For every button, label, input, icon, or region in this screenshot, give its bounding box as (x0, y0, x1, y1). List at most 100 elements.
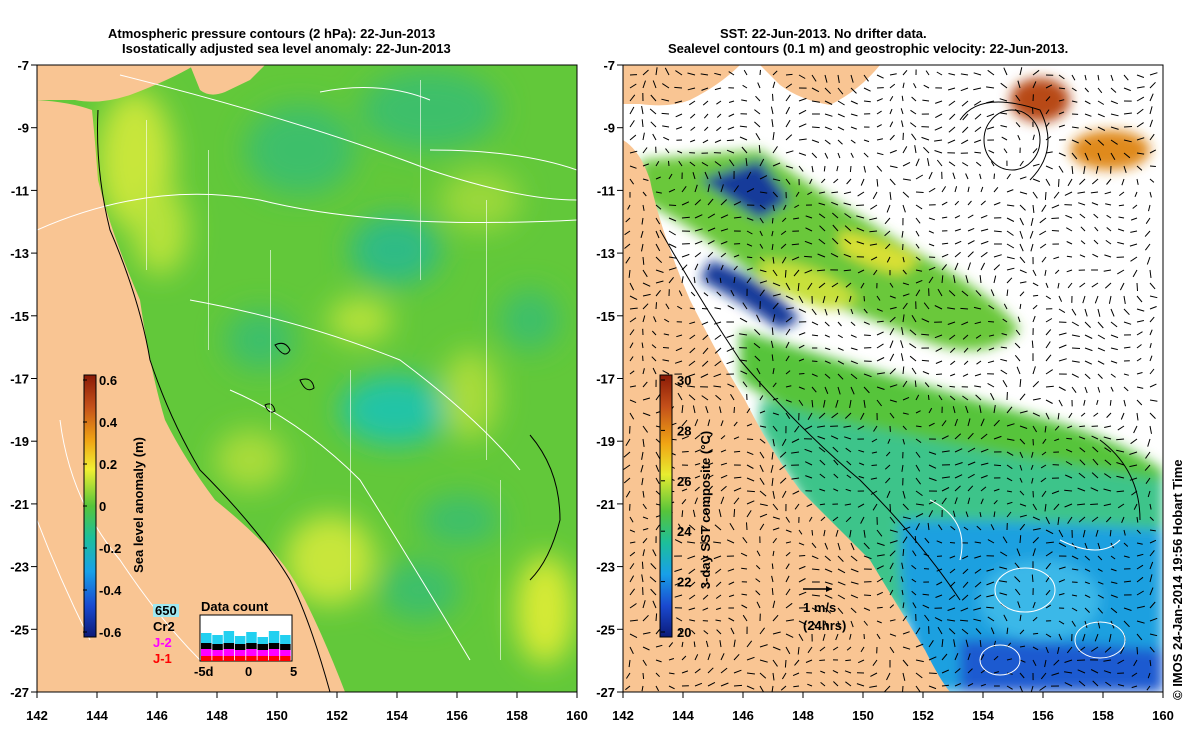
velocity-arrow (1136, 165, 1143, 171)
velocity-arrow (937, 524, 943, 531)
velocity-arrow (961, 290, 969, 297)
velocity-arrow (832, 446, 839, 453)
velocity-arrow (707, 419, 711, 427)
velocity-arrow (965, 275, 969, 284)
velocity-arrow (975, 161, 982, 167)
velocity-arrow (733, 653, 740, 661)
velocity-arrow (1094, 295, 1099, 304)
velocity-arrow (824, 113, 833, 117)
velocity-arrow (742, 381, 748, 388)
velocity-arrow (953, 275, 956, 284)
velocity-arrow (759, 289, 765, 297)
velocity-arrow (1019, 243, 1024, 252)
velocity-arrow (846, 460, 852, 466)
velocity-arrow (1019, 614, 1022, 622)
velocity-arrow (811, 126, 820, 129)
velocity-arrow (889, 295, 896, 299)
velocity-arrow (902, 631, 910, 635)
velocity-arrow (1108, 295, 1112, 304)
velocity-arrow (678, 290, 683, 297)
velocity-arrow (707, 264, 711, 271)
velocity-arrow (824, 308, 828, 316)
velocity-arrow (807, 683, 813, 687)
velocity-arrow (818, 412, 826, 419)
velocity-arrow (961, 321, 969, 326)
velocity-arrow (850, 620, 854, 628)
velocity-arrow (902, 412, 909, 415)
velocity-arrow (876, 577, 884, 583)
velocity-arrow (811, 165, 814, 173)
velocity-arrow (935, 113, 943, 119)
legend-item-cr2: Cr2 (153, 619, 175, 634)
velocity-arrow (837, 581, 846, 586)
velocity-arrow (1045, 318, 1053, 323)
velocity-arrow (702, 334, 709, 341)
velocity-arrow (902, 293, 910, 297)
velocity-arrow (935, 347, 943, 352)
velocity-arrow (850, 74, 854, 83)
axis-ticks: 142 144 146 148 150 152 154 156 158 160-7-9-11-13… (10, 58, 1174, 723)
velocity-arrow (772, 503, 779, 511)
velocity-arrow (901, 327, 904, 336)
velocity-arrow (759, 217, 764, 224)
velocity-arrow (961, 100, 969, 107)
velocity-arrow (941, 653, 948, 661)
velocity-arrow (884, 217, 891, 225)
velocity-arrow (928, 685, 937, 690)
velocity-arrow (949, 385, 956, 388)
velocity-arrow (1104, 282, 1112, 289)
velocity-arrow (662, 370, 670, 375)
velocity-arrow (872, 191, 878, 200)
velocity-arrow (962, 113, 969, 121)
velocity-arrow (720, 184, 724, 193)
velocity-arrow (850, 555, 858, 562)
velocity-arrow (935, 100, 943, 104)
velocity-arrow (811, 568, 820, 571)
velocity-arrow (771, 230, 774, 237)
velocity-arrow (857, 659, 865, 664)
velocity-arrow (674, 383, 683, 388)
velocity-arrow (962, 373, 969, 377)
velocity-arrow (1058, 332, 1067, 336)
velocity-arrow (1032, 269, 1037, 277)
velocity-arrow (785, 646, 791, 655)
velocity-arrow (687, 541, 696, 544)
velocity-arrow (818, 282, 826, 289)
velocity-arrow (863, 607, 871, 611)
velocity-arrow (629, 412, 635, 420)
velocity-arrow (915, 191, 924, 193)
velocity-arrow (856, 227, 865, 232)
velocity-arrow (863, 373, 872, 378)
velocity-arrow (923, 302, 930, 310)
velocity-arrow (781, 217, 787, 223)
velocity-arrow (1136, 282, 1138, 292)
velocity-arrow (1032, 81, 1037, 89)
velocity-arrow (1071, 620, 1076, 627)
velocity-arrow (1110, 360, 1118, 364)
velocity-arrow (772, 93, 774, 102)
velocity-arrow (1080, 240, 1086, 245)
velocity-arrow (844, 503, 852, 506)
velocity-arrow (759, 256, 765, 262)
velocity-arrow (651, 344, 657, 349)
velocity-arrow (798, 386, 805, 390)
velocity-arrow (772, 191, 778, 198)
velocity-arrow (1057, 646, 1060, 655)
velocity-arrow (694, 252, 702, 258)
velocity-arrow (743, 69, 748, 76)
velocity-arrow (820, 516, 826, 522)
velocity-arrow (885, 451, 891, 457)
velocity-arrow (973, 306, 982, 310)
velocity-arrow (715, 568, 722, 574)
velocity-arrow (759, 627, 766, 635)
velocity-arrow (668, 230, 676, 236)
velocity-arrow (785, 619, 794, 622)
velocity-arrow (629, 120, 635, 128)
velocity-arrow (771, 563, 774, 570)
velocity-arrow (1082, 633, 1086, 642)
velocity-arrow (629, 385, 636, 388)
velocity-arrow (915, 174, 924, 180)
velocity-arrow (1019, 477, 1023, 483)
velocity-arrow (902, 685, 904, 692)
velocity-arrow (1066, 255, 1073, 258)
